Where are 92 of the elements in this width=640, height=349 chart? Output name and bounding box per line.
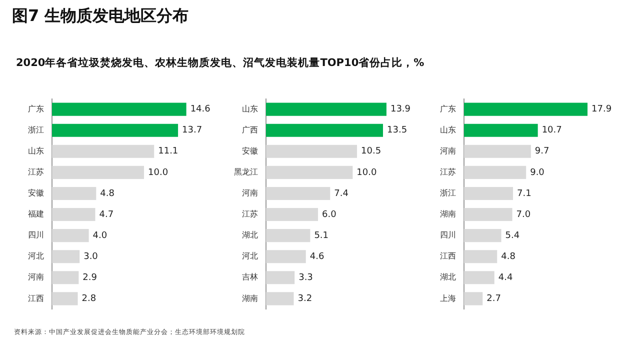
bar xyxy=(52,208,96,222)
data-label: 4.7 xyxy=(99,210,114,220)
bar xyxy=(52,271,79,284)
y-tick-label: 湖南 xyxy=(440,210,456,219)
y-tick-label: 四川 xyxy=(28,230,44,240)
chart-title: 图7 生物质发电地区分布 xyxy=(12,6,189,27)
data-label: 10.5 xyxy=(361,146,382,157)
y-tick-label: 湖南 xyxy=(242,294,258,303)
data-label: 4.0 xyxy=(92,230,108,241)
data-label: 9.0 xyxy=(530,168,545,178)
data-label: 7.1 xyxy=(516,188,532,199)
data-label: 3.2 xyxy=(298,294,312,304)
data-label: 9.7 xyxy=(534,146,550,157)
y-tick-label: 山东 xyxy=(242,104,258,114)
data-label: 4.6 xyxy=(310,252,324,262)
y-tick-label: 河北 xyxy=(242,252,258,261)
y-tick-label: 广东 xyxy=(440,104,456,114)
bar xyxy=(52,229,89,242)
bar xyxy=(52,144,154,158)
bar xyxy=(52,102,186,116)
text: 2020年各省垃圾焚烧发电、农林生物质发电、沼气发电装机量TOP10省份占比，% xyxy=(16,56,424,70)
bar xyxy=(266,144,357,158)
bar xyxy=(266,166,353,179)
bar xyxy=(266,292,294,306)
y-tick-label: 湖北 xyxy=(440,272,456,282)
y-tick-label: 四川 xyxy=(440,230,456,240)
data-label: 14.6 xyxy=(190,104,211,115)
bar xyxy=(464,144,531,158)
data-label: 2.8 xyxy=(82,294,96,304)
data-label: 2.9 xyxy=(82,272,98,283)
y-tick-label: 江西 xyxy=(28,294,44,303)
data-label: 2.7 xyxy=(486,294,501,304)
y-tick-label: 江苏 xyxy=(28,168,44,177)
bar xyxy=(52,292,78,306)
y-tick-label: 上海 xyxy=(440,294,456,303)
y-tick-label: 江苏 xyxy=(440,168,456,177)
bar xyxy=(266,124,383,137)
y-tick-label: 浙江 xyxy=(440,188,456,198)
data-label: 4.8 xyxy=(100,188,115,199)
bar xyxy=(52,124,178,137)
data-label: 7.4 xyxy=(334,188,349,199)
bar xyxy=(464,124,538,137)
bar xyxy=(464,250,498,264)
y-tick-label: 安徽 xyxy=(242,146,258,156)
bar xyxy=(464,292,483,306)
data-label: 4.8 xyxy=(501,252,516,262)
bar xyxy=(266,102,386,116)
bar xyxy=(464,208,512,222)
data-label: 10.0 xyxy=(356,168,377,178)
data-label: 17.9 xyxy=(592,104,612,115)
y-tick-label: 福建 xyxy=(28,210,44,219)
y-tick-label: 山东 xyxy=(440,125,456,134)
data-label: 13.7 xyxy=(182,126,202,136)
bar xyxy=(464,102,588,116)
bar xyxy=(266,229,310,242)
y-tick-label: 河北 xyxy=(28,252,44,261)
data-label: 3.0 xyxy=(84,252,98,262)
bar xyxy=(266,186,330,200)
data-label: 4.4 xyxy=(498,272,513,283)
bar xyxy=(464,166,526,179)
bar xyxy=(464,229,502,242)
bar xyxy=(266,208,318,222)
data-label: 7.0 xyxy=(516,210,531,220)
data-label: 5.1 xyxy=(314,230,329,241)
bar xyxy=(52,186,96,200)
y-tick-label: 黑龙江 xyxy=(234,168,258,177)
y-tick-label: 浙江 xyxy=(28,125,44,134)
data-label: 13.5 xyxy=(387,126,408,136)
bar xyxy=(266,250,306,264)
y-tick-label: 安徽 xyxy=(28,188,44,198)
data-label: 3.3 xyxy=(298,272,313,283)
y-tick-label: 江苏 xyxy=(242,210,258,219)
bar xyxy=(52,166,144,179)
data-label: 5.4 xyxy=(505,230,520,241)
y-tick-label: 河南 xyxy=(28,272,44,282)
data-label: 10.0 xyxy=(148,168,168,178)
bar xyxy=(464,271,494,284)
bar xyxy=(464,186,513,200)
data-label: 11.1 xyxy=(158,146,178,157)
bar xyxy=(266,271,295,284)
y-tick-label: 湖北 xyxy=(242,230,258,240)
y-tick-label: 山东 xyxy=(28,146,44,156)
data-label: 6.0 xyxy=(322,210,337,220)
bar xyxy=(52,250,80,264)
y-tick-label: 河南 xyxy=(440,146,456,156)
y-tick-label: 广东 xyxy=(28,104,44,114)
y-tick-label: 江西 xyxy=(440,252,456,261)
y-tick-label: 广西 xyxy=(242,125,258,134)
data-label: 13.9 xyxy=(390,104,411,115)
y-tick-label: 河南 xyxy=(242,188,258,198)
data-label: 10.7 xyxy=(542,126,562,136)
y-tick-label: 吉林 xyxy=(242,272,258,282)
